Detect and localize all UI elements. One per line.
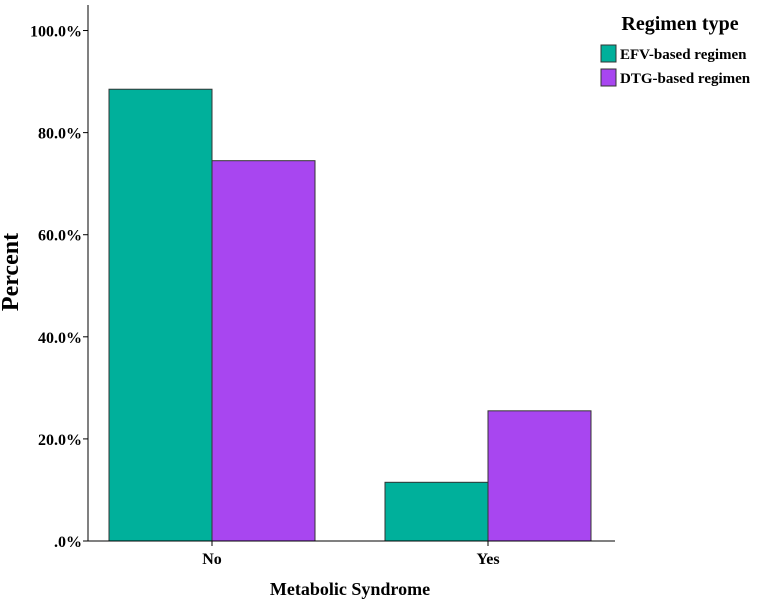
y-tick-label: 80.0% <box>38 126 82 143</box>
legend-label: DTG-based regimen <box>620 71 751 87</box>
y-tick-label: 60.0% <box>38 228 82 245</box>
bar-efv-based-regimen-yes <box>384 481 489 542</box>
y-axis-ticks: .0% 20.0% 40.0% 60.0% 80.0% 100.0% <box>30 24 88 551</box>
legend-swatch <box>600 68 617 87</box>
x-tick-label: No <box>202 551 222 568</box>
y-axis-title: Percent <box>0 233 24 311</box>
y-tick-label: .0% <box>54 534 82 551</box>
x-axis-ticks: No Yes <box>202 541 500 568</box>
legend: Regimen type EFV-based regimen DTG-based … <box>600 13 751 87</box>
y-tick-label: 100.0% <box>30 24 82 41</box>
y-tick-label: 20.0% <box>38 432 82 449</box>
bar-efv-based-regimen-no <box>108 88 213 542</box>
bar-dtg-based-regimen-no <box>211 160 316 542</box>
legend-title: Regimen type <box>621 13 738 35</box>
bars <box>108 88 592 542</box>
bar-dtg-based-regimen-yes <box>487 410 592 542</box>
legend-label: EFV-based regimen <box>620 47 747 63</box>
legend-swatch <box>600 44 617 63</box>
x-axis-title: Metabolic Syndrome <box>270 579 430 599</box>
y-tick-label: 40.0% <box>38 330 82 347</box>
x-tick-label: Yes <box>476 551 499 568</box>
